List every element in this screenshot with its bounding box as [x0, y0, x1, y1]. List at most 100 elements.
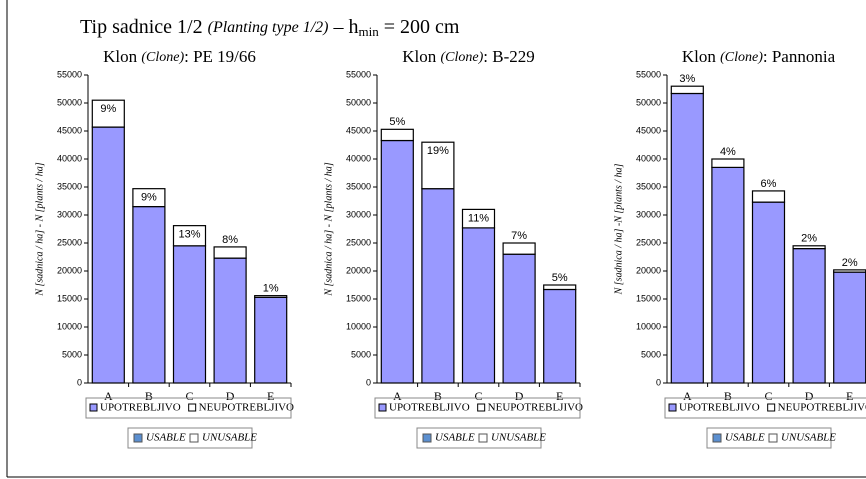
legend-swatch [378, 403, 387, 412]
y-tick-label: 20000 [57, 265, 82, 275]
bar-segment [711, 166, 745, 384]
title-part: (Clone) [441, 50, 484, 65]
y-tick-label: 0 [656, 377, 661, 387]
bar-segment [751, 201, 786, 384]
x-tick-label: C [764, 389, 772, 403]
legend-box [85, 397, 292, 419]
bar-segment [380, 139, 414, 384]
y-tick-label: 15000 [636, 293, 661, 303]
value-label: 6% [761, 178, 777, 190]
bar-segment [502, 253, 536, 384]
x-tick-label: D [515, 389, 524, 403]
y-tick-label: 15000 [57, 293, 82, 303]
x-tick-label: D [805, 389, 814, 403]
y-axis-label: N [sadnica / ha] -N [plants / ha] [613, 163, 624, 295]
legend-swatch-en [478, 433, 488, 443]
y-tick-label: 45000 [636, 125, 661, 135]
chart-title: Klon (Clone): B-229 [402, 47, 535, 66]
value-label: 2% [842, 257, 858, 269]
legend-label-en: USABLE [435, 432, 475, 444]
y-tick-label: 25000 [636, 237, 661, 247]
x-tick-label: A [393, 389, 402, 403]
legend-swatch-en [422, 433, 432, 443]
bar-segment [421, 141, 455, 190]
value-label: 1% [263, 283, 279, 295]
legend-box [374, 397, 581, 419]
bar-segment [132, 206, 166, 384]
value-label: 19% [427, 145, 449, 157]
y-tick-label: 20000 [636, 265, 661, 275]
bar-segment [670, 85, 704, 95]
y-tick-label: 30000 [57, 209, 82, 219]
title-part: : B-229 [483, 47, 534, 66]
y-tick-label: 0 [77, 377, 82, 387]
title-part: Klon [682, 47, 720, 66]
y-tick-label: 55000 [57, 69, 82, 79]
bar-segment [213, 246, 247, 259]
y-tick-label: 35000 [636, 181, 661, 191]
x-tick-label: B [145, 389, 153, 403]
value-label: 3% [679, 73, 695, 85]
header-italic: (Planting type 1/2) [208, 19, 329, 36]
y-tick-label: 15000 [346, 293, 371, 303]
y-tick-label: 45000 [346, 125, 371, 135]
y-tick-label: 10000 [57, 321, 82, 331]
legend-label: UPOTREBLJIVO [679, 402, 760, 414]
legend-label: NEUPOTREBLJIVO [488, 402, 583, 414]
bar-segment [543, 284, 577, 291]
legend-swatch-en [768, 433, 778, 443]
value-label: 4% [720, 146, 736, 158]
bar-segment [213, 257, 247, 384]
legend-swatch [668, 403, 677, 412]
x-tick-label: A [683, 389, 692, 403]
legend-label-en: UNUSABLE [202, 432, 257, 444]
header: Tip sadnice 1/2 (Planting type 1/2) – hm… [80, 16, 460, 39]
y-tick-label: 30000 [346, 209, 371, 219]
legend-swatch-en [712, 433, 722, 443]
y-tick-label: 25000 [346, 237, 371, 247]
bar-segment [670, 92, 704, 384]
legend-swatch [89, 403, 98, 412]
legend-label-en: USABLE [725, 432, 765, 444]
header-sub: min [358, 24, 379, 39]
bar-segment [502, 242, 536, 255]
legend-label-en: UNUSABLE [491, 432, 546, 444]
x-tick-label: C [185, 389, 193, 403]
title-part: Klon [402, 47, 440, 66]
legend-swatch-en [133, 433, 143, 443]
bar-segment [711, 158, 745, 168]
value-label: 8% [222, 234, 238, 246]
y-tick-label: 35000 [346, 181, 371, 191]
bar-segment [132, 188, 166, 208]
y-tick-label: 35000 [57, 181, 82, 191]
x-tick-label: C [474, 389, 482, 403]
value-label: 7% [511, 230, 527, 242]
y-tick-label: 10000 [636, 321, 661, 331]
y-tick-label: 50000 [57, 97, 82, 107]
legend-box [664, 397, 866, 419]
legend-label: UPOTREBLJIVO [389, 402, 470, 414]
bar-segment [254, 295, 288, 298]
y-tick-label: 45000 [57, 125, 82, 135]
y-tick-label: 10000 [346, 321, 371, 331]
legend-swatch [767, 403, 776, 412]
y-tick-label: 5000 [641, 349, 661, 359]
legend-label-en: UNUSABLE [781, 432, 836, 444]
x-tick-label: E [267, 389, 274, 403]
chart-title: Klon (Clone): Pannonia [682, 47, 836, 66]
title-part: Klon [103, 47, 141, 66]
legend-label: NEUPOTREBLJIVO [199, 402, 294, 414]
y-axis-label: N [sadnica / ha] - N [plants / ha] [323, 162, 334, 296]
bar-segment [91, 99, 125, 128]
y-tick-label: 40000 [346, 153, 371, 163]
title-part: : PE 19/66 [184, 47, 256, 66]
header-dash: – h [328, 16, 358, 38]
bar-segment [792, 245, 826, 250]
title-part: : Pannonia [763, 47, 836, 66]
header-end: = 200 cm [379, 16, 460, 38]
legend-box-en [416, 427, 542, 449]
title-part: (Clone) [141, 50, 184, 65]
x-tick-label: B [434, 389, 442, 403]
bar-segment [833, 271, 866, 384]
x-tick-label: E [846, 389, 853, 403]
